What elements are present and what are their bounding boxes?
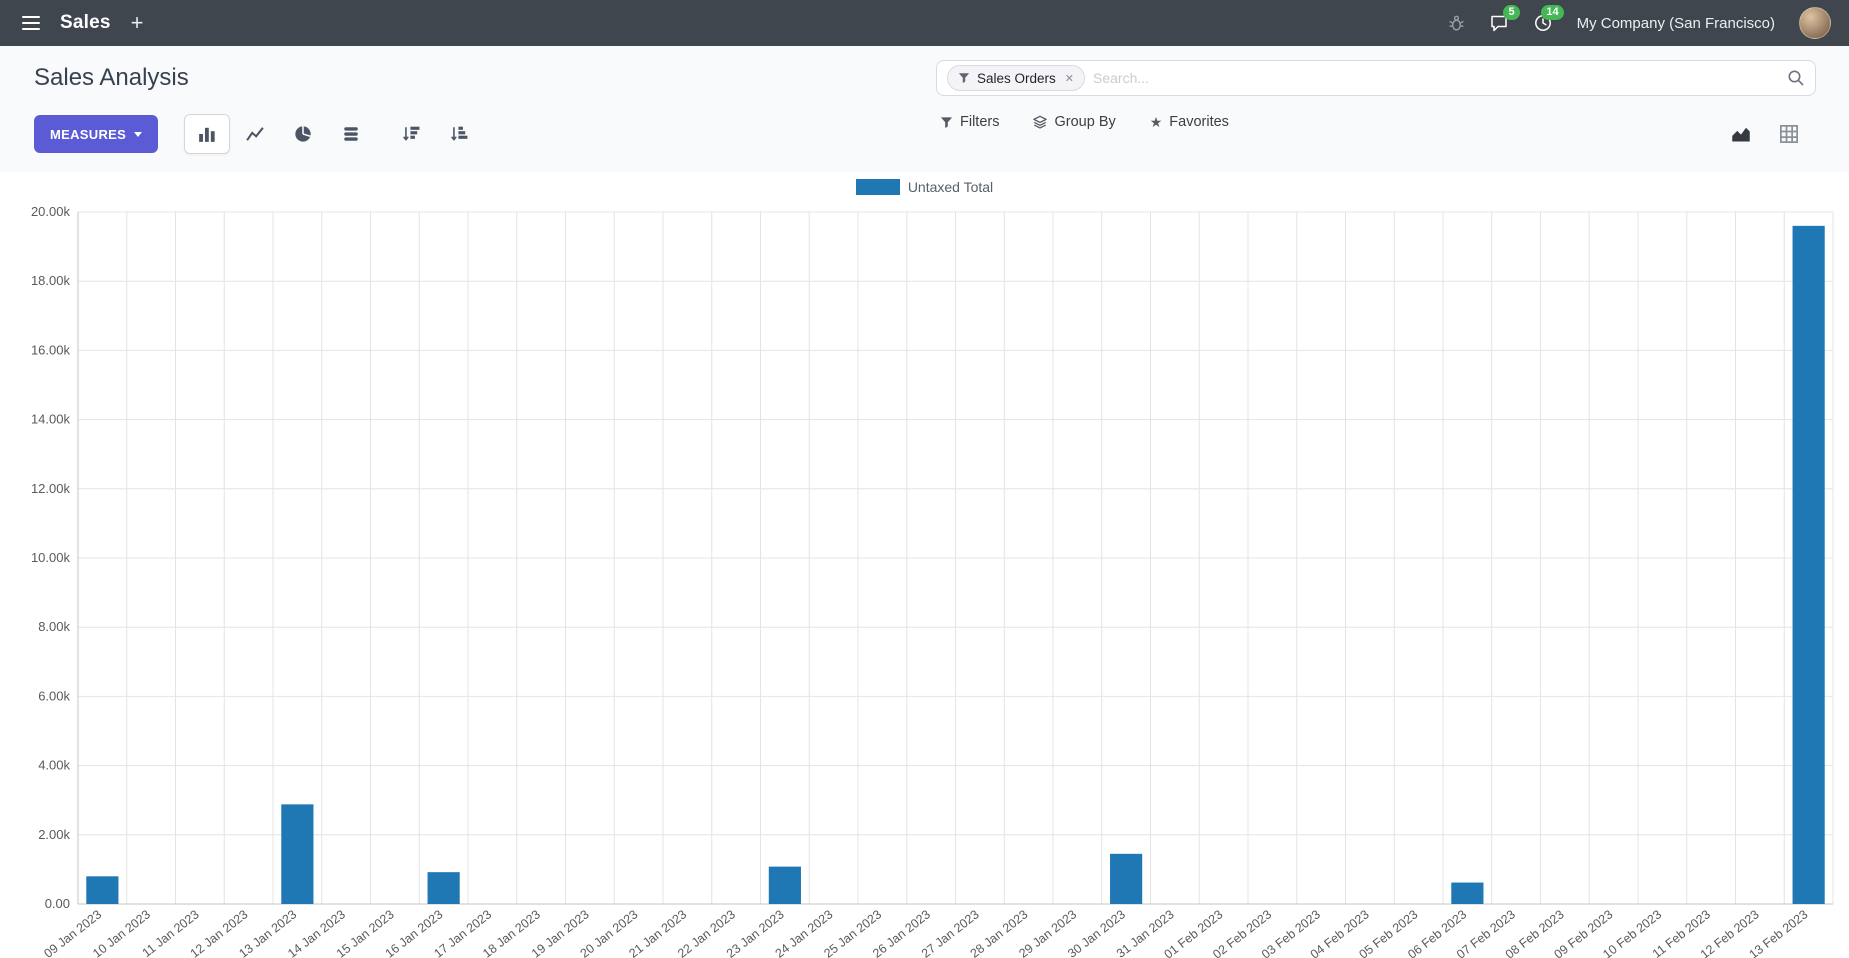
search-bar[interactable]: Sales Orders ✕ [936, 60, 1816, 96]
search-icon[interactable] [1787, 69, 1805, 87]
user-avatar[interactable] [1799, 7, 1831, 39]
svg-text:0.00: 0.00 [45, 896, 70, 911]
facet-remove-icon[interactable]: ✕ [1064, 72, 1074, 85]
search-facet-sales-orders[interactable]: Sales Orders ✕ [947, 65, 1085, 91]
group-by-button[interactable]: Group By [1033, 114, 1116, 130]
favorites-button[interactable]: ★ Favorites [1149, 114, 1229, 130]
svg-text:6.00k: 6.00k [38, 688, 70, 703]
view-switcher [1721, 116, 1809, 152]
pivot-view-button[interactable] [1769, 116, 1809, 152]
svg-text:12.00k: 12.00k [31, 481, 71, 496]
page-title: Sales Analysis [34, 64, 189, 91]
company-switcher[interactable]: My Company (San Francisco) [1576, 14, 1775, 32]
sales-analysis-chart[interactable]: Untaxed Total 0.00 2.00k 4.00k 6.00k 8.00k 10… [0, 172, 1849, 958]
bug-icon[interactable] [1448, 15, 1465, 32]
sort-ascending-button[interactable] [436, 114, 482, 154]
svg-text:10.00k: 10.00k [31, 550, 71, 565]
svg-text:16.00k: 16.00k [31, 342, 71, 357]
pie-chart-button[interactable] [280, 114, 326, 154]
svg-text:18.00k: 18.00k [31, 273, 71, 288]
facet-label: Sales Orders [977, 70, 1056, 86]
layers-icon [1033, 115, 1048, 129]
control-panel: Sales Analysis Sales Orders ✕ MEASURES [0, 46, 1849, 172]
search-input[interactable] [1093, 70, 1779, 86]
measures-button[interactable]: MEASURES [34, 115, 159, 153]
svg-text:20.00k: 20.00k [31, 204, 71, 219]
top-navbar: Sales + 5 14 My Company (San Francisco) [0, 0, 1849, 46]
activities-badge: 14 [1541, 5, 1564, 20]
caret-down-icon [134, 131, 143, 137]
stacked-toggle-button[interactable] [328, 114, 374, 154]
chart-legend[interactable]: Untaxed Total [0, 172, 1849, 198]
svg-text:8.00k: 8.00k [38, 619, 70, 634]
filters-button[interactable]: Filters [940, 114, 999, 130]
filter-funnel-icon [940, 116, 953, 129]
svg-text:4.00k: 4.00k [38, 758, 70, 773]
messages-icon[interactable]: 5 [1489, 5, 1520, 33]
star-icon: ★ [1149, 114, 1163, 130]
line-chart-button[interactable] [232, 114, 278, 154]
bar-chart-button[interactable] [184, 114, 231, 154]
legend-label: Untaxed Total [907, 179, 994, 195]
graph-view-button[interactable] [1721, 116, 1761, 152]
sort-descending-button[interactable] [388, 114, 434, 154]
plus-icon[interactable]: + [130, 10, 144, 35]
bar-chart-canvas[interactable]: 0.00 2.00k 4.00k 6.00k 8.00k 10.00k 12.00k 14.0… [0, 198, 1849, 958]
svg-text:14.00k: 14.00k [31, 412, 71, 427]
activities-clock-icon[interactable]: 14 [1533, 5, 1564, 33]
messages-badge: 5 [1503, 5, 1520, 20]
app-name[interactable]: Sales [60, 12, 111, 33]
svg-text:2.00k: 2.00k [38, 827, 70, 842]
filter-funnel-icon [958, 73, 970, 84]
legend-swatch [855, 179, 900, 195]
apps-menu-icon[interactable] [18, 12, 44, 34]
